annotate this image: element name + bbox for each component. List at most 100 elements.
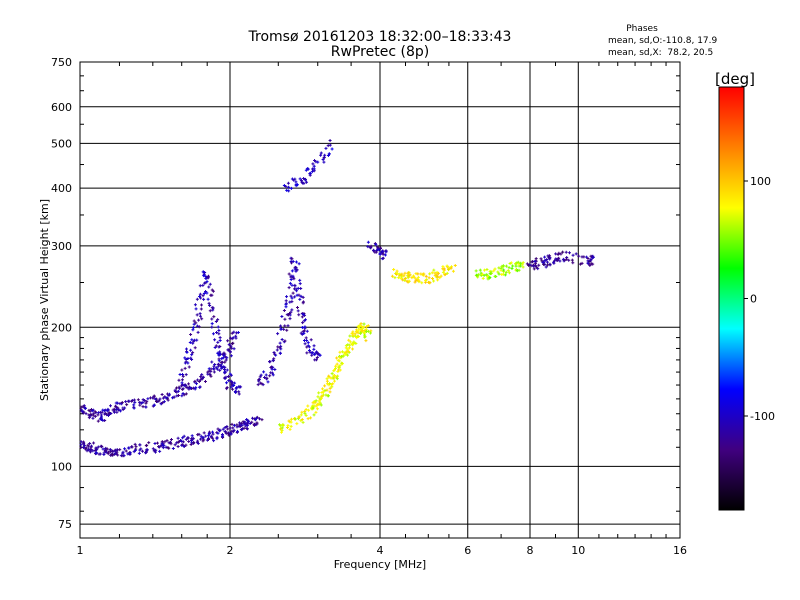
x-tick-label: 6 [464, 544, 471, 557]
scatter-point [196, 439, 200, 443]
scatter-point [296, 309, 300, 313]
scatter-point [132, 403, 136, 407]
scatter-point [484, 273, 488, 277]
scatter-point [205, 280, 209, 284]
scatter-point [152, 403, 156, 407]
scatter-point [208, 282, 212, 286]
scatter-point [209, 434, 213, 438]
x-tick-label: 4 [377, 544, 384, 557]
scatter-point [554, 252, 558, 256]
scatter-point [117, 408, 121, 412]
scatter-point [493, 267, 497, 271]
scatter-point [87, 448, 91, 452]
scatter-point [132, 406, 136, 410]
scatter-point [341, 354, 345, 358]
scatter-point [324, 146, 328, 150]
scatter-point [317, 391, 321, 395]
scatter-point [299, 286, 303, 290]
y-tick-label: 500 [51, 137, 72, 150]
scatter-point [230, 422, 234, 426]
scatter-point [198, 284, 202, 288]
scatter-point [229, 385, 233, 389]
scatter-point [278, 351, 282, 355]
scatter-point [217, 328, 221, 332]
scatter-point [231, 336, 235, 340]
scatter-point [360, 329, 364, 333]
plot-frame [79, 61, 681, 539]
scatter-point [534, 257, 538, 261]
scatter-point [202, 274, 206, 278]
scatter-point [567, 258, 571, 262]
scatter-point [165, 439, 169, 443]
scatter-point [235, 423, 239, 427]
plot-area: 1 2 4 6 8 10 16 75 100 200 300 400 500 600 750 [51, 56, 687, 557]
scatter-point [305, 351, 309, 355]
scatter-point [260, 418, 264, 422]
scatter-point [80, 409, 84, 413]
scatter-point [395, 269, 399, 273]
scatter-point [557, 256, 561, 260]
scatter-point [228, 336, 232, 340]
scatter-point [211, 308, 215, 312]
scatter-point [363, 328, 367, 332]
scatter-point [336, 369, 340, 373]
scatter-point [82, 442, 86, 446]
scatter-point [197, 380, 201, 384]
scatter-point [303, 411, 307, 415]
scatter-point [299, 294, 303, 298]
scatter-point [378, 252, 382, 256]
y-tick-label: 750 [51, 56, 72, 69]
scatter-point [210, 325, 214, 329]
scatter-point [103, 412, 107, 416]
scatter-point [290, 308, 294, 312]
scatter-point [313, 358, 317, 362]
scatter-point [193, 303, 197, 307]
scatter-point [556, 258, 560, 262]
scatter-point [441, 270, 445, 274]
scatter-point [289, 294, 293, 298]
scatter-point [231, 426, 235, 430]
scatter-point [96, 413, 100, 417]
scatter-point [424, 274, 428, 278]
scatter-point [114, 407, 118, 411]
grid-lines [80, 62, 680, 538]
scatter-point [232, 330, 236, 334]
scatter-point [193, 379, 197, 383]
scatter-point [436, 275, 440, 279]
scatter-point [190, 353, 194, 357]
scatter-point [430, 276, 434, 280]
scatter-point [258, 417, 262, 421]
scatter-point [280, 430, 284, 434]
scatter-point [271, 373, 275, 377]
scatter-point [191, 328, 195, 332]
scatter-point [348, 334, 352, 338]
scatter-point [365, 329, 369, 333]
scatter-point [152, 394, 156, 398]
scatter-point [314, 404, 318, 408]
scatter-point [307, 408, 311, 412]
scatter-point [276, 345, 280, 349]
scatter-point [128, 453, 132, 457]
scatter-point [303, 342, 307, 346]
scatter-point [171, 446, 175, 450]
scatter-point [213, 363, 217, 367]
scatter-point [111, 450, 115, 454]
scatter-point [173, 388, 177, 392]
scatter-point [195, 313, 199, 317]
scatter-point [441, 265, 445, 269]
scatter-point [225, 387, 229, 391]
scatter-point [195, 338, 199, 342]
scatter-point [311, 162, 315, 166]
scatter-point [195, 297, 199, 301]
scatter-point [220, 357, 224, 361]
scatter-point [390, 274, 394, 278]
scatter-point [162, 400, 166, 404]
scatter-point [185, 350, 189, 354]
scatter-point [225, 368, 229, 372]
scatter-point [83, 406, 87, 410]
scatter-point [106, 414, 110, 418]
scatter-point [306, 417, 310, 421]
scatter-point [197, 325, 201, 329]
scatter-point [87, 416, 91, 420]
scatter-point [183, 383, 187, 387]
